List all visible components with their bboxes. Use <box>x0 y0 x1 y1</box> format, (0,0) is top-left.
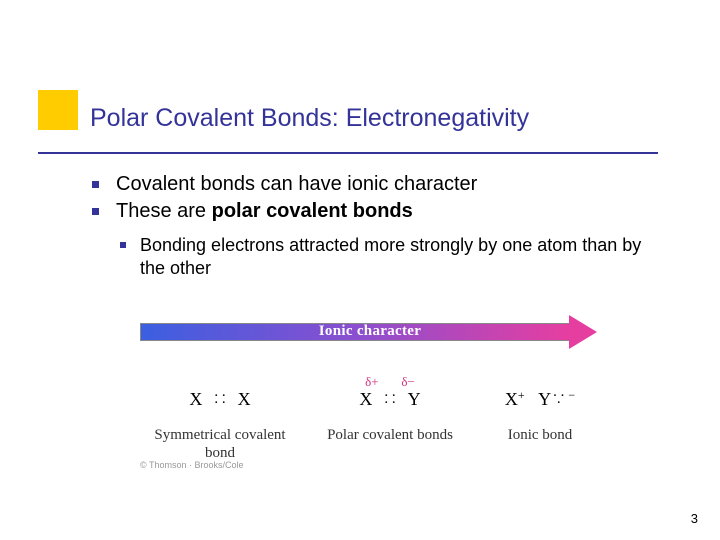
bond-formula: X . .. . Y <box>315 389 465 408</box>
bullet-list-level2: Bonding electrons attracted more strongl… <box>116 234 650 279</box>
page-number: 3 <box>691 511 698 526</box>
image-credit: © Thomson · Brooks/Cole <box>140 460 244 470</box>
bullet-item: These are polar covalent bonds Bonding e… <box>90 199 650 279</box>
arrow-label: Ionic character <box>140 323 600 340</box>
bullet-text-pre: These are <box>116 200 212 222</box>
delta-label <box>480 374 600 388</box>
bond-type-label: Polar covalent bonds <box>315 426 465 444</box>
bond-row: X . .. . X Symmetrical covalent bond δ+ … <box>140 374 600 462</box>
bond-column-ionic: X+ Y. .. − Ionic bond <box>480 374 600 462</box>
bond-diagram: Ionic character X . .. . X Symmetrical c… <box>140 318 600 462</box>
slide-title: Polar Covalent Bonds: Electronegativity <box>90 104 529 133</box>
accent-box <box>38 90 78 130</box>
bond-type-label: Symmetrical covalent bond <box>140 426 300 462</box>
bond-formula: X+ Y. .. − <box>480 389 600 408</box>
bond-column-symmetrical: X . .. . X Symmetrical covalent bond <box>140 374 300 462</box>
ionic-character-arrow: Ionic character <box>140 318 600 346</box>
bond-column-polar: δ+ δ− X . .. . Y Polar covalent bonds <box>315 374 465 462</box>
bond-formula: X . .. . X <box>140 389 300 408</box>
title-rule <box>38 152 658 154</box>
bond-type-label: Ionic bond <box>480 426 600 444</box>
bullet-list-level1: Covalent bonds can have ionic character … <box>90 172 650 279</box>
bullet-item: Covalent bonds can have ionic character <box>90 172 650 197</box>
content-area: Covalent bonds can have ionic character … <box>90 172 650 281</box>
bullet-subitem: Bonding electrons attracted more strongl… <box>116 234 650 279</box>
bullet-text-bold: polar covalent bonds <box>212 200 413 222</box>
